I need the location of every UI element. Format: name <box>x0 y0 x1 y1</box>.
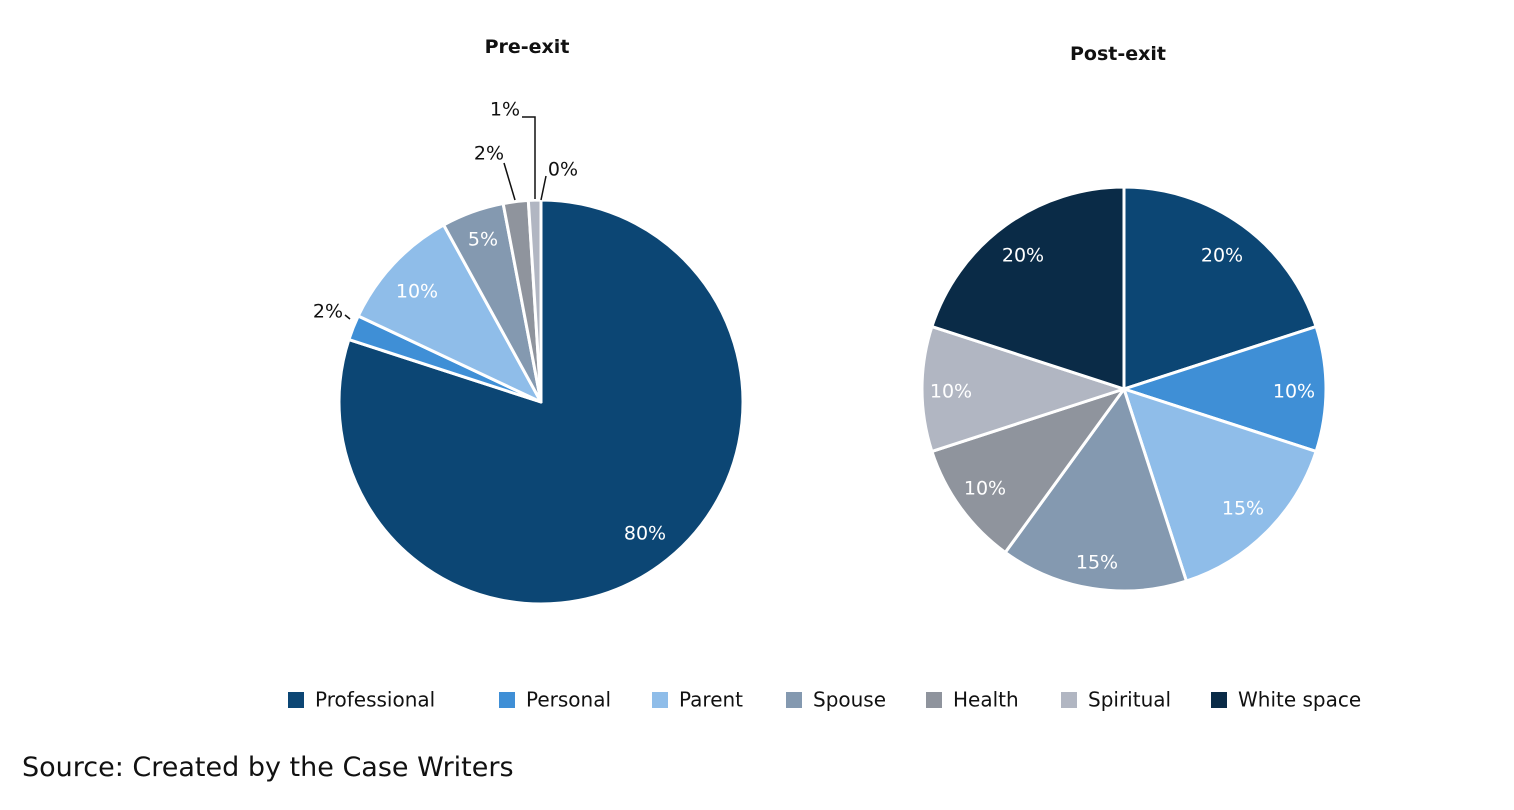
legend-label-parent: Parent <box>679 688 743 712</box>
slice-label-post-exit-health: 10% <box>964 478 1006 500</box>
slice-label-pre-exit-personal: 2% <box>313 301 343 323</box>
slice-post-exit-personal <box>1122 325 1328 453</box>
slice-post-exit-professional <box>1122 185 1318 391</box>
slice-label-pre-exit-spiritual: 1% <box>490 99 520 121</box>
slice-pre-exit-parent <box>356 223 543 404</box>
slice-pre-exit-spiritual <box>526 198 543 404</box>
pie-chart-post-exit: Post-exit 20% 10% 15% 15% 10% 10% 20% <box>920 43 1328 593</box>
slice-post-exit-health <box>930 387 1126 554</box>
source-note: Source: Created by the Case Writers <box>22 752 514 783</box>
slice-label-pre-exit-spouse: 5% <box>468 229 498 251</box>
chart-title-pre-exit: Pre-exit <box>485 36 570 58</box>
slice-label-post-exit-white-space: 20% <box>1002 245 1044 267</box>
slice-post-exit-spouse <box>1003 387 1188 593</box>
slice-label-pre-exit-white-space: 0% <box>548 159 578 181</box>
slice-label-post-exit-spouse: 15% <box>1076 552 1118 574</box>
slice-label-pre-exit-health: 2% <box>474 143 504 165</box>
leader-line-pre-exit-personal <box>344 314 351 320</box>
slice-label-post-exit-spiritual: 10% <box>930 381 972 403</box>
slice-label-pre-exit-parent: 10% <box>396 281 438 303</box>
legend-swatch-spouse <box>786 692 802 708</box>
leader-line-pre-exit-health <box>503 162 516 201</box>
legend-swatch-spiritual <box>1061 692 1077 708</box>
slice-post-exit-spiritual <box>920 325 1126 453</box>
legend-label-personal: Personal <box>526 688 611 712</box>
legend-swatch-health <box>926 692 942 708</box>
slice-label-pre-exit-professional: 80% <box>624 523 666 545</box>
slice-post-exit-white-space <box>930 185 1126 391</box>
legend-swatch-personal <box>499 692 515 708</box>
leader-line-pre-exit-white-space <box>540 175 547 201</box>
legend: Professional Personal Parent Spouse Health Sp… <box>288 688 1361 712</box>
legend-label-health: Health <box>953 688 1019 712</box>
slice-label-post-exit-professional: 20% <box>1201 245 1243 267</box>
chart-title-post-exit: Post-exit <box>1070 43 1166 65</box>
slice-label-post-exit-personal: 10% <box>1273 381 1315 403</box>
legend-label-spouse: Spouse <box>813 688 886 712</box>
legend-swatch-professional <box>288 692 304 708</box>
leader-line-pre-exit-spiritual <box>522 116 536 199</box>
legend-label-professional: Professional <box>315 688 435 712</box>
legend-swatch-white-space <box>1211 692 1227 708</box>
legend-swatch-parent <box>652 692 668 708</box>
legend-label-white-space: White space <box>1238 688 1361 712</box>
legend-label-spiritual: Spiritual <box>1088 688 1171 712</box>
slice-label-post-exit-parent: 15% <box>1222 498 1264 520</box>
pie-chart-pre-exit: Pre-exit 80% 2% 10% 5% 2% 1% 0% <box>313 36 745 606</box>
